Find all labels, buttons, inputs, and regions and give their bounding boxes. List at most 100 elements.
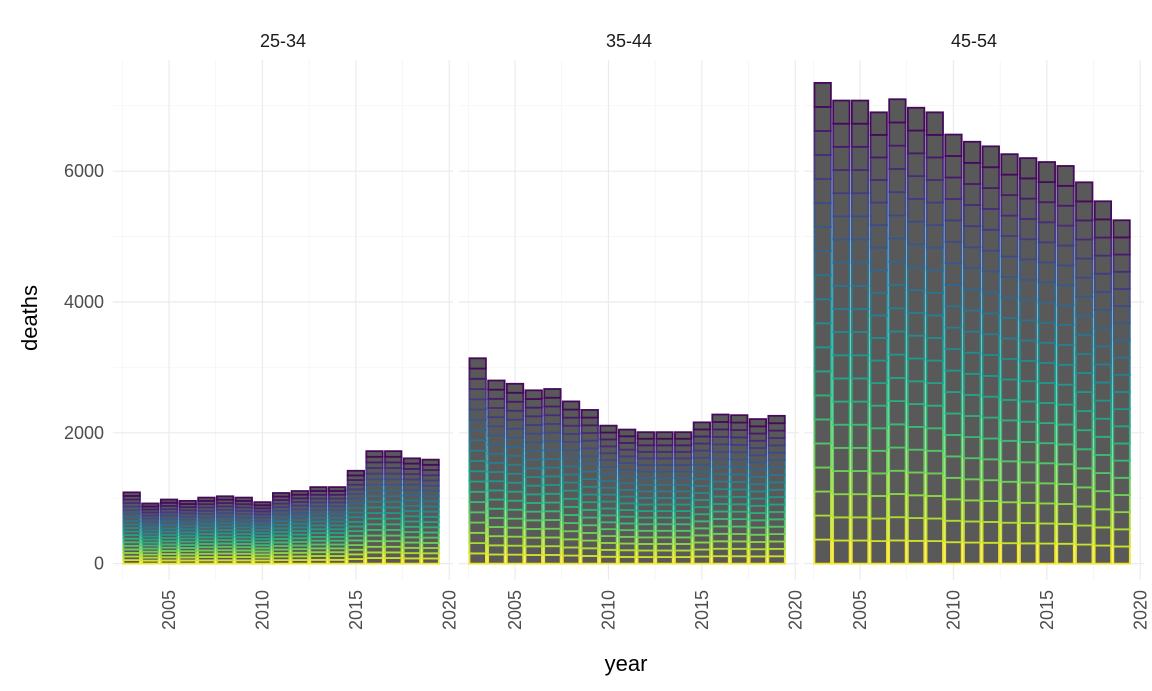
bar-segment [524,415,543,426]
bar-segment [1019,481,1038,504]
bar-segment [618,435,637,444]
bar-segment [711,428,730,438]
bar-segment [561,481,581,492]
bar-35-44-2007 [543,388,562,565]
bar-segment [730,421,749,431]
bar-segment [487,434,506,446]
bar-segment [487,516,506,528]
bar-segment [1019,339,1038,362]
bar-segment [767,518,786,528]
bar-segment [655,536,674,545]
bar-segment [963,393,982,417]
bar-segment [1019,501,1038,524]
bar-segment [850,423,870,449]
bar-segment [524,528,543,539]
bar-segment [1000,235,1019,258]
bar-segment [580,424,599,434]
bar-segment [906,106,926,132]
bar-segment [580,416,599,427]
bar-segment [813,442,832,469]
bar-segment [1000,480,1019,504]
bar-segment [1093,345,1113,366]
bar-45-54-2004 [832,99,851,565]
bar-segment [869,179,888,204]
bar-segment [1037,221,1056,244]
bar-45-54-2016 [1056,165,1075,565]
bar-segment [1075,524,1094,546]
bar-segment [1037,402,1056,424]
bar-segment [524,450,543,461]
bar-segment [1093,417,1113,438]
bar-segment [869,472,888,497]
bar-segment [869,517,888,542]
bar-segment [730,488,749,498]
bar-segment [748,504,768,514]
bar-segment [767,422,786,432]
bar-segment [618,495,637,505]
bar-segment [711,525,730,535]
x-tick-label: 2015 [692,590,712,630]
bar-segment [468,418,487,432]
bar-segment [487,553,506,565]
bar-segment [813,81,832,108]
bar-segment [1112,322,1131,342]
bar-segment [1019,299,1038,322]
bar-segment [1093,218,1113,239]
bar-segment [487,535,506,547]
bar-segment [850,377,870,403]
bar-segment [1112,545,1131,565]
bar-segment [197,496,216,502]
bar-segment [711,413,730,423]
bar-segment [692,541,711,551]
bar-segment [599,535,618,544]
bar-segment [711,443,730,453]
bar-segment [832,377,851,403]
bar-segment [543,449,562,460]
bar-segment [618,488,637,498]
bar-segment [767,481,786,491]
bar-segment [1075,333,1094,355]
bar-segment [813,370,832,397]
bar-segment [580,409,599,419]
bar-segment [869,201,888,227]
bar-segment [636,483,655,493]
bar-segment [981,354,1000,377]
bar-35-44-2016 [711,413,730,565]
bar-segment [981,208,1000,231]
bar-segment [505,553,525,565]
bar-segment [178,499,197,505]
bar-segment [468,357,487,370]
bar-25-34-2018 [402,457,422,565]
bar-segment [674,477,693,486]
bar-segment [692,463,711,473]
bar-segment [832,470,851,496]
bar-segment [543,492,562,504]
bar-segment [561,538,581,549]
bar-segment [543,510,562,521]
bar-segment [636,510,655,519]
bar-segment [944,155,963,179]
bar-segment [421,458,440,466]
bar-segment [365,450,384,458]
bar-segment [906,334,926,360]
bar-segment [543,536,562,548]
bar-segment [832,99,851,125]
bar-segment [981,541,1000,565]
bar-segment [813,274,832,301]
bar-segment [1000,542,1019,565]
bar-segment [1056,363,1075,386]
bar-segment [674,516,693,526]
bar-segment [468,388,487,401]
bar-segment [1019,319,1038,342]
bar-segment [1075,276,1094,298]
bar-segment [767,525,786,535]
bar-segment [963,183,982,206]
bar-segment [1056,224,1075,247]
bar-segment [655,549,674,558]
bar-segment [832,145,851,171]
bar-segment [963,309,982,333]
bar-35-44-2019 [767,414,786,565]
bar-segment [636,536,655,545]
bar-segment [561,530,581,541]
bar-segment [981,416,1000,440]
